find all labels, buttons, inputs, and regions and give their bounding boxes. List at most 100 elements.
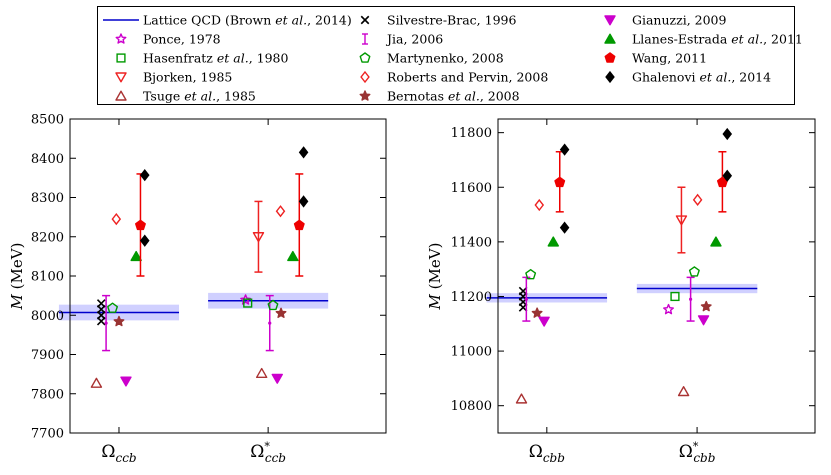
point-ponce-14 [240, 294, 252, 305]
point-roberts-20 [692, 193, 703, 206]
errorbar-bjorken-16 [677, 186, 686, 254]
point-roberts-20 [275, 205, 286, 218]
point-jia-5 [524, 297, 528, 301]
point-martynenko-19 [267, 299, 279, 311]
point-wang-24 [293, 219, 305, 231]
point-ghalenovi-13 [139, 234, 150, 247]
legend-label-tsuge: Tsuge et al., 1985 [143, 89, 256, 104]
legend-entry-llanes: Llanes-Estrada et al., 2011 [604, 32, 803, 47]
point-bernotas-7 [531, 307, 543, 318]
legend-marker-silvestre [360, 15, 370, 25]
y-tick-label-11200: 11200 [451, 290, 492, 305]
legend-label-hasenfratz: Hasenfratz et al., 1980 [143, 51, 288, 66]
y-tick-label-10800: 10800 [451, 399, 492, 414]
y-tick-label-8500: 8500 [31, 113, 64, 128]
legend-marker-roberts [360, 70, 370, 84]
y-axis-label-0: M (MeV) [8, 243, 26, 311]
legend-label-silvestre: Silvestre-Brac, 1996 [387, 13, 516, 28]
legend-marker-martynenko [359, 52, 371, 63]
legend-entry-bernotas: Bernotas et al., 2008 [359, 89, 520, 104]
legend-entry-hasenfratz: Hasenfratz et al., 1980 [116, 51, 288, 66]
point-bernotas-7 [113, 315, 125, 327]
legend-label-ponce: Ponce, 1978 [143, 32, 221, 47]
point-gianuzzi-22 [271, 373, 283, 384]
point-tsuge-0 [90, 377, 103, 388]
point-ghalenovi-26 [298, 195, 309, 208]
point-wang-11 [554, 176, 566, 188]
legend-marker-ponce [115, 33, 127, 44]
point-ghalenovi-25 [722, 127, 733, 141]
point-ghalenovi-12 [559, 143, 570, 156]
point-wang-11 [135, 219, 146, 231]
y-tick-label-8100: 8100 [31, 270, 64, 285]
point-bernotas-21 [700, 300, 712, 312]
legend-label-martynenko: Martynenko, 2008 [387, 51, 504, 66]
legend-entry-martynenko: Martynenko, 2008 [359, 51, 504, 66]
legend-marker-llanes [604, 33, 616, 44]
legend-entry-wang: Wang, 2011 [604, 51, 707, 66]
y-tick-label-11000: 11000 [451, 345, 492, 360]
point-bjorken-16 [252, 232, 265, 243]
legend-label-bernotas: Bernotas et al., 2008 [387, 89, 520, 104]
y-tick-label-7800: 7800 [31, 387, 64, 402]
y-axis-label-1: M (MeV) [426, 243, 444, 311]
legend-entry-roberts: Roberts and Pervin, 2008 [360, 70, 548, 85]
legend-marker-ghalenovi [605, 70, 615, 84]
point-gianuzzi-9 [120, 376, 132, 387]
y-tick-label-8000: 8000 [31, 309, 64, 324]
legend-marker-gianuzzi [604, 15, 616, 26]
chart-panel-omega-ccb: 7700 7800 7900 8000 8100 8200 8300 8400 8500 Ωccb… [8, 113, 387, 465]
point-martynenko-19 [688, 266, 700, 277]
legend-entry-jia: Jia, 2006 [362, 32, 443, 47]
point-hasenfratz-15 [243, 298, 253, 308]
category-label-cbb: Ωcbb [529, 442, 565, 465]
errorbar-bjorken-16 [254, 200, 263, 273]
y-tick-label-8300: 8300 [31, 191, 64, 206]
legend-entry-bjorken: Bjorken, 1985 [115, 70, 232, 85]
point-ghalenovi-13 [559, 221, 570, 234]
point-tsuge-17 [677, 386, 690, 397]
y-tick-label-8400: 8400 [31, 152, 64, 167]
legend-label-lattice: Lattice QCD (Brown et al., 2014) [143, 13, 352, 28]
point-ghalenovi-26 [722, 169, 733, 182]
y-tick-label-7700: 7700 [31, 427, 64, 442]
legend-label-gianuzzi: Gianuzzi, 2009 [632, 13, 727, 28]
chart-panel-omega-cbb: 10800 11000 11200 11400 11600 11800 Ωcbb Ω* cbb M… [426, 118, 816, 465]
y-tick-label-11400: 11400 [451, 235, 492, 250]
legend: Lattice QCD (Brown et al., 2014) Ponce, 1… [97, 6, 803, 105]
point-gianuzzi-9 [538, 316, 550, 327]
legend-marker-hasenfratz [116, 53, 126, 63]
point-llanes-10 [130, 250, 142, 262]
point-llanes-23 [710, 236, 722, 247]
point-martynenko-6 [525, 268, 537, 280]
point-jia-5 [104, 321, 108, 325]
point-tsuge-17 [255, 367, 268, 379]
y-tick-label-11600: 11600 [451, 181, 492, 196]
category-label-ccb: Ωccb [101, 442, 136, 465]
point-llanes-10 [547, 236, 559, 247]
legend-label-ghalenovi: Ghalenovi et al., 2014 [632, 70, 771, 85]
point-llanes-23 [287, 250, 299, 262]
legend-label-bjorken: Bjorken, 1985 [143, 70, 232, 85]
legend-marker-bernotas [359, 90, 371, 101]
legend-entry-ponce: Ponce, 1978 [115, 32, 221, 47]
point-gianuzzi-22 [697, 315, 710, 326]
category-label-cbb-star: Ω* cbb [679, 440, 716, 465]
legend-frame [97, 6, 795, 105]
point-bjorken-16 [675, 215, 688, 226]
point-jia-18 [689, 297, 693, 301]
plot-frame-1 [497, 118, 816, 434]
y-tick-label-11800: 11800 [451, 126, 492, 141]
y-tick-label-7900: 7900 [31, 348, 64, 363]
y-tick-label-8200: 8200 [31, 230, 64, 245]
legend-marker-wang [604, 52, 616, 63]
category-label-ccb-star: Ω* ccb [250, 440, 286, 465]
legend-marker-tsuge [115, 90, 127, 101]
plot-frame-0 [69, 118, 387, 434]
point-tsuge-0 [515, 393, 528, 404]
legend-entry-ghalenovi: Ghalenovi et al., 2014 [605, 70, 771, 85]
legend-marker-bjorken [115, 72, 127, 83]
point-ponce-14 [663, 303, 674, 315]
legend-label-llanes: Llanes-Estrada et al., 2011 [632, 32, 803, 47]
